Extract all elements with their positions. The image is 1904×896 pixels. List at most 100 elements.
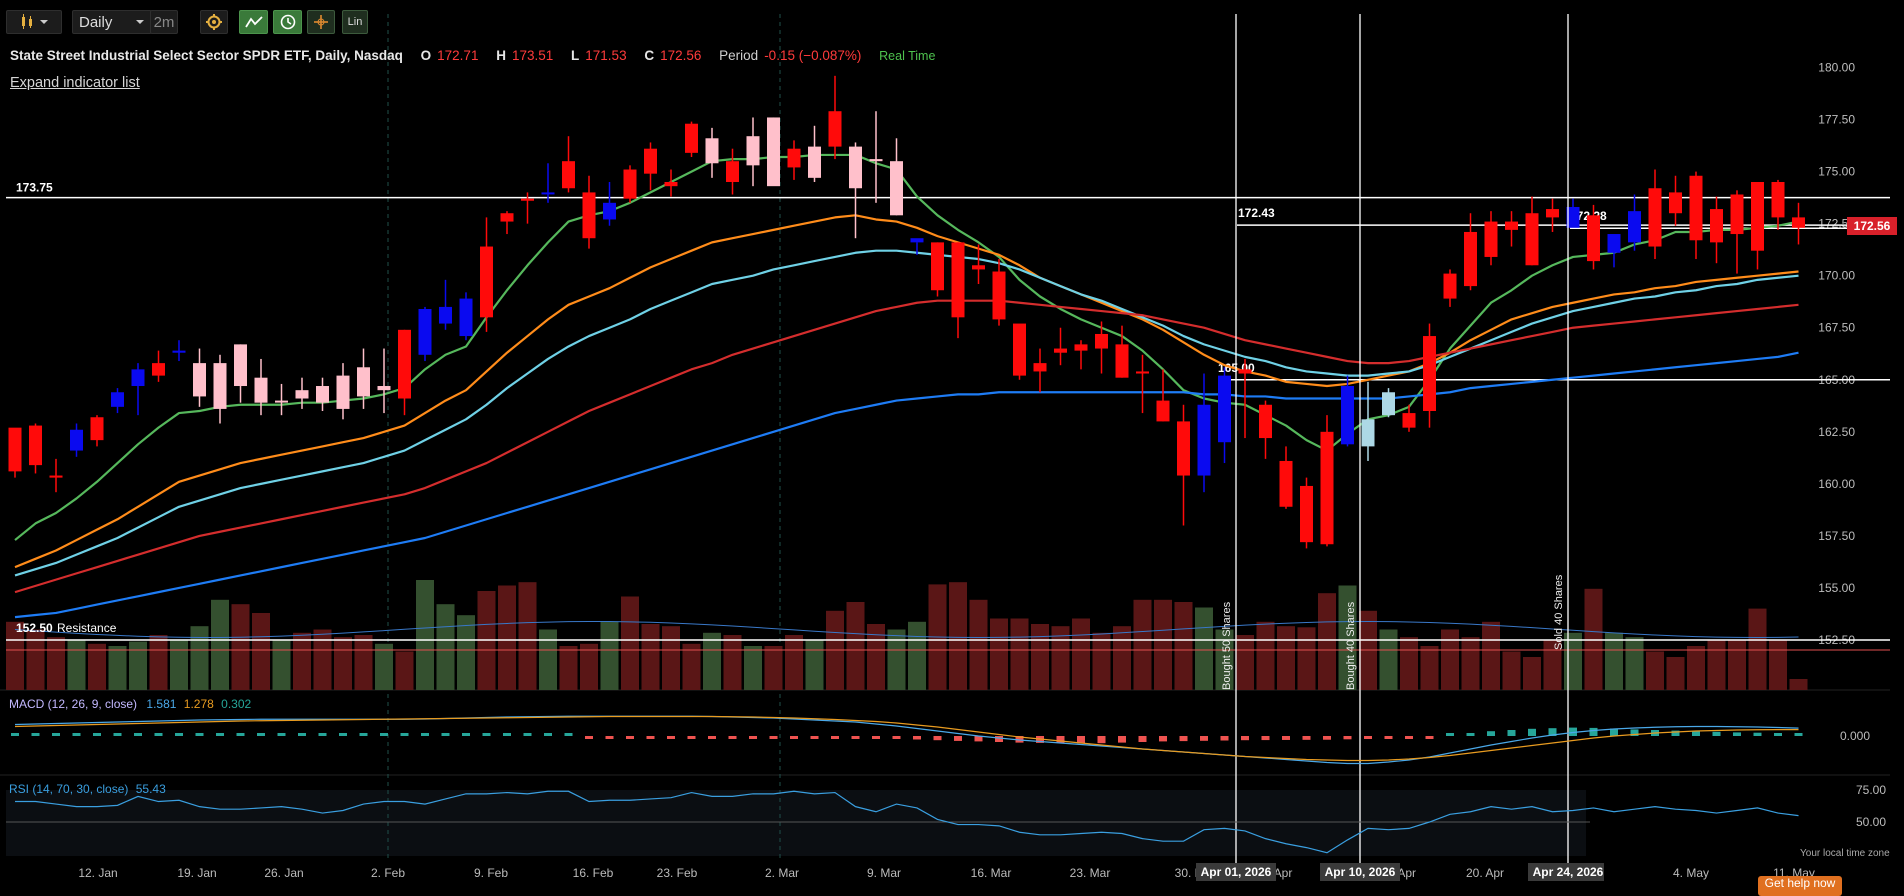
volume-bar xyxy=(580,643,598,690)
volume-bar xyxy=(1256,621,1275,690)
macd-histogram-bar xyxy=(769,736,778,739)
candle-body xyxy=(808,146,821,178)
macd-histogram-bar xyxy=(1425,736,1434,739)
crosshair-button[interactable] xyxy=(307,10,335,34)
macd-histogram-bar xyxy=(441,733,450,736)
candle-body xyxy=(1238,369,1252,374)
macd-histogram-bar xyxy=(1630,729,1639,736)
candle-body xyxy=(377,386,391,391)
instrument-title: State Street Industrial Select Sector SP… xyxy=(10,48,403,63)
macd-histogram-bar xyxy=(1487,731,1495,736)
macd-histogram-bar xyxy=(1548,728,1557,736)
chart-type-button[interactable] xyxy=(6,10,62,34)
candle-body xyxy=(541,192,555,195)
macd-histogram-bar xyxy=(339,733,347,736)
macd-signal-line xyxy=(14,715,1799,762)
x-axis-tick: 16. Mar xyxy=(971,866,1012,880)
expand-indicator-list-link[interactable]: Expand indicator list xyxy=(10,75,140,91)
candle-body xyxy=(1013,323,1026,376)
candle-body xyxy=(828,111,842,147)
volume-bar xyxy=(703,632,721,690)
volume-bar xyxy=(1482,621,1500,690)
candle-body xyxy=(70,429,83,451)
interval-dropdown[interactable]: Daily xyxy=(72,10,152,34)
period-value: -0.15 (−0.087%) xyxy=(764,48,862,63)
candle-body xyxy=(90,417,104,441)
candlestick-icon xyxy=(22,14,32,29)
volume-bar xyxy=(6,621,24,690)
macd-histogram-bar xyxy=(605,736,614,739)
volume-bar xyxy=(1297,627,1316,690)
settings-button[interactable] xyxy=(200,10,228,34)
candle-body xyxy=(1054,348,1067,353)
period-label: Period xyxy=(719,48,759,63)
macd-value: 1.581 xyxy=(146,697,177,711)
timezone-note: Your local time zone xyxy=(1800,848,1890,859)
help-button[interactable]: Get help now xyxy=(1758,876,1842,896)
candle-body xyxy=(603,202,616,220)
macd-histogram-bar xyxy=(872,736,880,739)
volume-bar xyxy=(867,624,885,690)
close-label: C xyxy=(644,48,655,63)
macd-histogram-bar xyxy=(1712,731,1721,736)
volume-bar xyxy=(1318,593,1336,690)
volume-bar xyxy=(662,626,680,690)
macd-histogram-bar xyxy=(1282,736,1290,740)
volume-bar xyxy=(354,635,373,690)
candle-body xyxy=(1197,404,1211,476)
macd-histogram-bar xyxy=(1015,736,1024,743)
candle-body xyxy=(1689,175,1703,241)
candle-body xyxy=(685,123,698,153)
time-button[interactable] xyxy=(273,10,302,34)
volume-bar xyxy=(1113,626,1131,690)
scale-button[interactable]: Lin xyxy=(342,10,368,34)
y-axis-tick: 170.00 xyxy=(1818,269,1855,283)
macd-histogram-bar xyxy=(1241,736,1249,741)
volume-bar xyxy=(375,643,393,690)
macd-signal-value: 1.278 xyxy=(183,697,214,711)
volume-bar xyxy=(785,635,803,690)
volume-bar xyxy=(539,629,557,690)
candle-body xyxy=(398,329,411,399)
macd-histogram-bar xyxy=(298,733,306,736)
macd-histogram-bar xyxy=(790,736,798,739)
candle-body xyxy=(1218,375,1231,443)
candle-body xyxy=(459,298,473,337)
ema-line xyxy=(14,351,1799,619)
candle-body xyxy=(316,386,329,403)
range-button[interactable]: 2m xyxy=(150,10,178,34)
ema-line xyxy=(14,249,1799,577)
volume-bar xyxy=(1441,629,1459,690)
candle-body xyxy=(254,377,268,403)
x-axis-tick: 16. Feb xyxy=(573,866,614,880)
volume-bar xyxy=(47,637,65,690)
candle-body xyxy=(500,213,514,222)
volume-bar xyxy=(498,585,516,690)
candle-body xyxy=(1669,192,1682,214)
volume-bar xyxy=(272,640,291,690)
volume-bar xyxy=(436,604,455,690)
candle-body xyxy=(1156,400,1170,422)
macd-histogram-bar xyxy=(1569,727,1577,736)
macd-histogram-bar xyxy=(892,736,901,739)
volume-bar xyxy=(1031,624,1049,690)
volume-bar xyxy=(26,629,45,690)
low-value: 171.53 xyxy=(585,48,627,63)
candle-body xyxy=(357,367,370,397)
low-label: L xyxy=(571,48,580,63)
macd-histogram-bar xyxy=(1692,731,1700,736)
macd-histogram-bar xyxy=(277,733,286,736)
candle-body xyxy=(521,198,534,201)
volume-bar xyxy=(149,635,168,690)
candle-body xyxy=(582,192,596,239)
volume-bar xyxy=(1523,657,1541,690)
macd-histogram-bar xyxy=(1097,736,1106,744)
x-axis-tick: 19. Jan xyxy=(177,866,216,880)
candle-body xyxy=(1484,221,1498,257)
volume-bar xyxy=(1564,632,1582,690)
indicators-button[interactable] xyxy=(239,10,268,34)
volume-bar xyxy=(395,651,414,690)
volume-bar xyxy=(559,646,578,690)
chart-legend: State Street Industrial Select Sector SP… xyxy=(10,48,941,63)
